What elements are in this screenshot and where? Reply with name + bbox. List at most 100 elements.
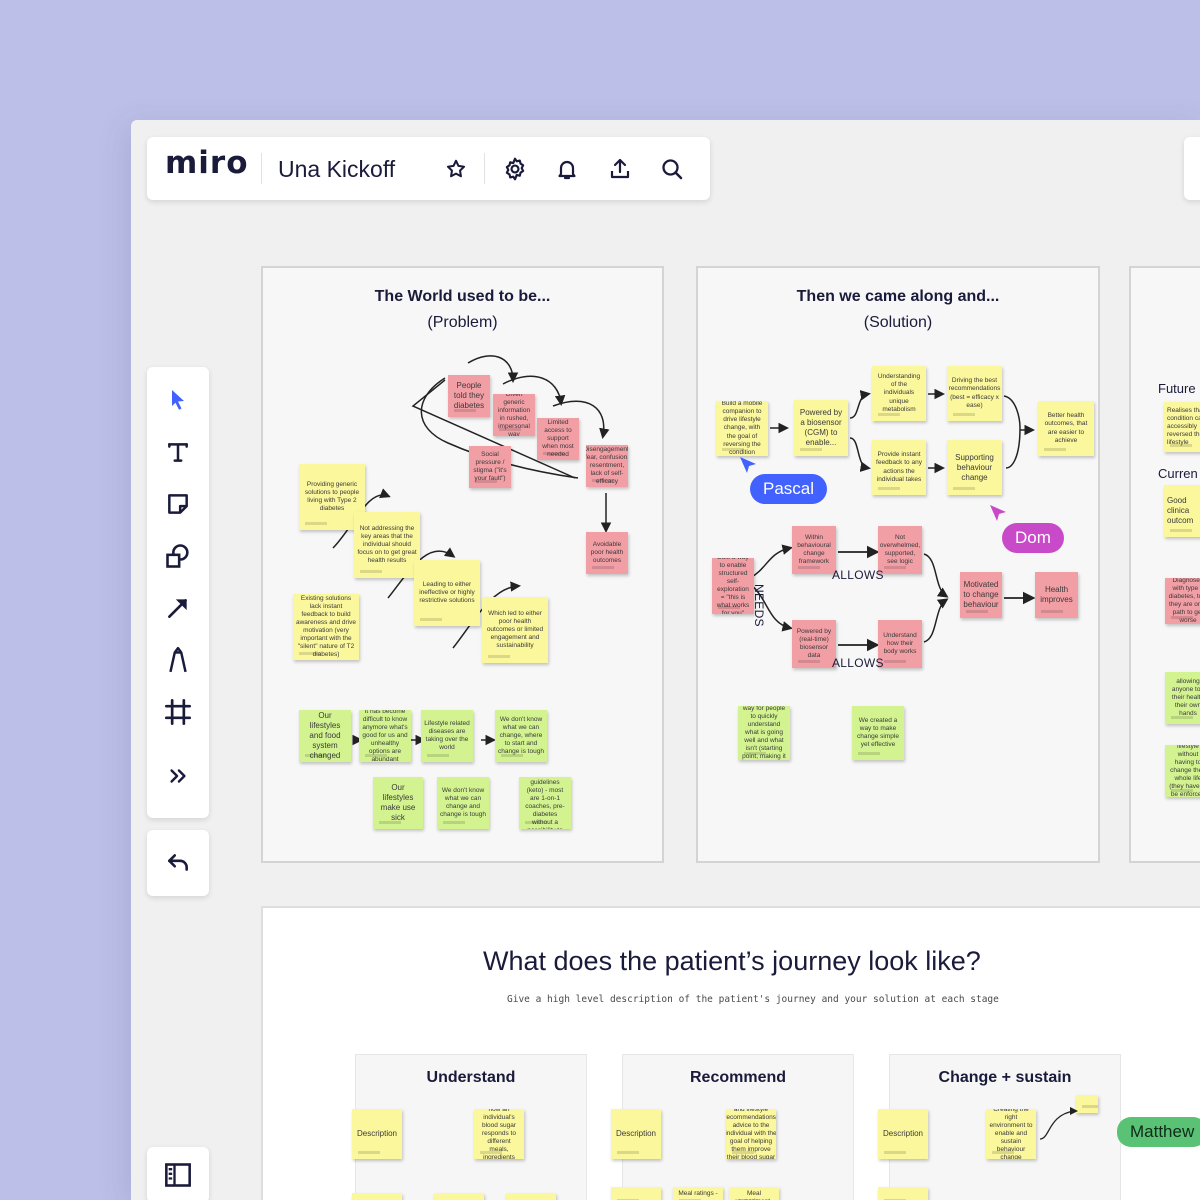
sticky-note[interactable]: People told they diabetes bbox=[448, 375, 490, 417]
sticky-note[interactable]: Motivated to change behaviour bbox=[960, 572, 1002, 618]
sticky-note[interactable]: We created a way to make change simple y… bbox=[852, 706, 904, 760]
sticky-note[interactable]: Given generic information in rushed, imp… bbox=[493, 394, 535, 436]
needs-label: NEEDS bbox=[752, 584, 766, 627]
sticky-note[interactable]: Meal ratings - bbox=[673, 1187, 723, 1200]
sticky-note[interactable]: Build a mobile companion to drive lifest… bbox=[716, 401, 768, 456]
frame-title: Then we came along and... bbox=[796, 288, 1000, 305]
sticky-note[interactable]: Health improves bbox=[1035, 572, 1078, 618]
description-note[interactable]: Description bbox=[878, 1109, 928, 1159]
sticky-note[interactable]: It has become difficult to know anymore … bbox=[359, 710, 411, 762]
frame-problem[interactable]: The World used to be... (Problem) People… bbox=[261, 266, 664, 863]
sticky-note[interactable]: Powered by (real-time) biosensor data bbox=[792, 620, 836, 668]
sticky-note[interactable]: Lifestyle related diseases are taking ov… bbox=[421, 710, 473, 762]
allows-label: ALLOWS bbox=[832, 568, 884, 582]
stage-title: Change + sustain bbox=[938, 1069, 1072, 1086]
sticky-note[interactable]: Understanding of the individuals unique … bbox=[872, 366, 926, 421]
sticky-note[interactable]: Our lifestyles make use sick bbox=[373, 777, 423, 829]
sticky-note[interactable]: Provide dietary and lifestyle recommenda… bbox=[726, 1109, 776, 1159]
journey-title: What does the patient’s journey look lik… bbox=[483, 946, 981, 976]
journey-subtitle: Give a high level description of the pat… bbox=[507, 994, 999, 1005]
sticky-note[interactable]: Better health outcomes, that are easier … bbox=[1038, 401, 1094, 456]
sticky-note-icon[interactable] bbox=[159, 485, 197, 523]
sticky-note[interactable]: We created a way for people to quickly u… bbox=[738, 706, 790, 760]
sticky-note[interactable]: Powered by a biosensor (CGM) to enable..… bbox=[794, 400, 848, 456]
connector bbox=[1039, 1107, 1078, 1140]
sticky-note[interactable]: Meal experiment bbox=[729, 1187, 779, 1200]
sticky-note[interactable]: Creating the right environment to enable… bbox=[986, 1109, 1036, 1159]
collaborator-badge-pascal: Pascal bbox=[750, 474, 828, 504]
sticky-note[interactable]: Not addressing the key areas that the in… bbox=[354, 512, 420, 578]
sticky-note[interactable]: allowing anyone to t their health their … bbox=[1165, 672, 1200, 724]
sidebar-icon bbox=[165, 1163, 191, 1187]
left-toolbar bbox=[147, 367, 209, 818]
sticky-note[interactable] bbox=[611, 1187, 661, 1200]
more-icon[interactable] bbox=[159, 757, 197, 795]
sticky-note[interactable]: Some go crazy and follow strict nutritio… bbox=[519, 777, 571, 829]
frame-title: The World used to be... bbox=[374, 288, 551, 305]
stage-understand[interactable]: Understand Description Understand how an… bbox=[352, 1054, 587, 1200]
sticky-note[interactable]: Diagnosed with type 2 diabetes, told the… bbox=[1165, 578, 1200, 624]
description-note[interactable]: Description bbox=[352, 1109, 402, 1159]
divider bbox=[484, 153, 485, 184]
sticky-note[interactable]: Existing solutions lack instant feedback… bbox=[293, 594, 359, 660]
stage-change-sustain[interactable]: Change + sustain Description Creating th… bbox=[878, 1054, 1121, 1200]
sticky-note[interactable]: Not overwhelmed, supported, see logic bbox=[878, 526, 922, 574]
select-icon[interactable] bbox=[159, 381, 197, 419]
sticky-note[interactable]: Within behavioural change framework bbox=[792, 526, 836, 574]
sticky-note[interactable]: Built a way to enable structured self-ex… bbox=[712, 558, 754, 614]
search-icon[interactable] bbox=[656, 153, 688, 185]
frame-solution[interactable]: Then we came along and... (Solution) Bui… bbox=[696, 266, 1100, 863]
description-note[interactable]: Description bbox=[611, 1109, 661, 1159]
sticky-note[interactable]: We don't know what we can change and cha… bbox=[437, 777, 489, 829]
sticky-note[interactable]: Supporting behaviour change bbox=[947, 440, 1002, 495]
undo-icon bbox=[168, 854, 188, 871]
sticky-note[interactable] bbox=[352, 1193, 402, 1200]
sticky-note[interactable]: Social pressure / stigma ("it's your fau… bbox=[469, 446, 511, 488]
stage-title: Recommend bbox=[689, 1069, 787, 1086]
top-bar: miro Una Kickoff bbox=[147, 137, 710, 200]
upload-icon[interactable] bbox=[604, 153, 636, 185]
frame-icon[interactable] bbox=[159, 693, 197, 731]
current-label: Curren bbox=[1158, 466, 1198, 481]
pen-icon[interactable] bbox=[159, 641, 197, 679]
board-name[interactable]: Una Kickoff bbox=[278, 156, 396, 182]
future-label: Future bbox=[1158, 381, 1196, 396]
undo-button[interactable] bbox=[147, 830, 209, 896]
sticky-note[interactable]: We don't know what we can change, where … bbox=[495, 710, 547, 762]
frame-subtitle: (Problem) bbox=[427, 314, 498, 331]
sticky-note[interactable]: Understand how an individual's blood sug… bbox=[474, 1109, 524, 1159]
sticky-note[interactable]: Disengagement, fear, confusion, resentme… bbox=[586, 445, 628, 487]
sticky-note[interactable]: Leading to either ineffective or highly … bbox=[414, 560, 480, 626]
sticky-note[interactable]: Provide instant feedback to any actions … bbox=[872, 440, 926, 495]
sticky-note[interactable] bbox=[878, 1187, 928, 1200]
frame-future[interactable]: Future Curren Realises that condition ca… bbox=[1129, 266, 1200, 863]
sticky-note[interactable]: Limited access to support when most need… bbox=[537, 418, 579, 460]
arrow-icon[interactable] bbox=[159, 589, 197, 627]
sticky-note[interactable]: People feel that they can change their l… bbox=[1165, 745, 1200, 797]
journey-frame[interactable]: What does the patient’s journey look lik… bbox=[261, 906, 1200, 1200]
collaborator-badge-matthew: Matthew bbox=[1117, 1117, 1200, 1147]
sticky-note[interactable]: Which led to either poor health outcomes… bbox=[482, 597, 548, 663]
miro-board-window: miro Una Kickoff bbox=[131, 120, 1200, 1200]
sticky-note[interactable]: Driving the best recommendations (best =… bbox=[947, 366, 1002, 421]
sidebar-toggle[interactable] bbox=[147, 1147, 209, 1200]
divider bbox=[261, 153, 262, 184]
shapes-icon[interactable] bbox=[159, 537, 197, 575]
sticky-note[interactable]: Understand how their body works bbox=[878, 620, 922, 668]
sticky-note[interactable]: Our lifestyles and food system changed bbox=[299, 710, 351, 762]
cursor-icon bbox=[740, 457, 756, 473]
stage-recommend[interactable]: Recommend Description Provide dietary an… bbox=[611, 1054, 854, 1200]
sticky-note[interactable]: Realises that condition can accessibly r… bbox=[1164, 402, 1200, 452]
text-icon[interactable] bbox=[159, 433, 197, 471]
sticky-note[interactable] bbox=[434, 1193, 484, 1200]
collaborator-badge-dom: Dom bbox=[1002, 523, 1064, 553]
stage-title: Understand bbox=[426, 1069, 516, 1086]
sticky-note[interactable]: Good clinica outcom bbox=[1164, 485, 1200, 537]
sticky-note[interactable] bbox=[506, 1193, 556, 1200]
star-icon[interactable] bbox=[440, 153, 472, 185]
bell-icon[interactable] bbox=[551, 153, 583, 185]
gear-icon[interactable] bbox=[499, 153, 531, 185]
top-right-panel[interactable] bbox=[1184, 137, 1200, 200]
sticky-note[interactable]: Avoidable poor health outcomes bbox=[586, 532, 628, 574]
sticky-note[interactable] bbox=[1076, 1095, 1098, 1113]
